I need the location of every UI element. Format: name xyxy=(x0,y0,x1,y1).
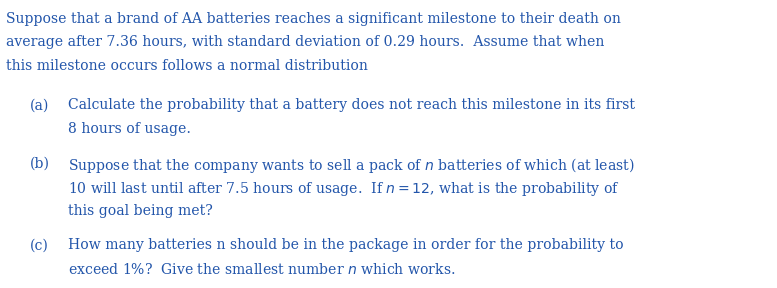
Text: this goal being met?: this goal being met? xyxy=(68,204,213,218)
Text: 10 will last until after 7.5 hours of usage.  If $n = 12$, what is the probabili: 10 will last until after 7.5 hours of us… xyxy=(68,180,620,198)
Text: How many batteries n should be in the package in order for the probability to: How many batteries n should be in the pa… xyxy=(68,238,624,252)
Text: Suppose that a brand of AA batteries reaches a significant milestone to their de: Suppose that a brand of AA batteries rea… xyxy=(6,12,621,26)
Text: average after 7.36 hours, with standard deviation of 0.29 hours.  Assume that wh: average after 7.36 hours, with standard … xyxy=(6,35,605,49)
Text: exceed 1%?  Give the smallest number $n$ which works.: exceed 1%? Give the smallest number $n$ … xyxy=(68,262,456,277)
Text: (c): (c) xyxy=(30,238,48,252)
Text: (a): (a) xyxy=(30,98,49,112)
Text: Suppose that the company wants to sell a pack of $n$ batteries of which (at leas: Suppose that the company wants to sell a… xyxy=(68,156,635,175)
Text: this milestone occurs follows a normal distribution: this milestone occurs follows a normal d… xyxy=(6,59,368,73)
Text: Calculate the probability that a battery does not reach this milestone in its fi: Calculate the probability that a battery… xyxy=(68,98,636,112)
Text: 8 hours of usage.: 8 hours of usage. xyxy=(68,122,191,136)
Text: (b): (b) xyxy=(30,156,50,170)
